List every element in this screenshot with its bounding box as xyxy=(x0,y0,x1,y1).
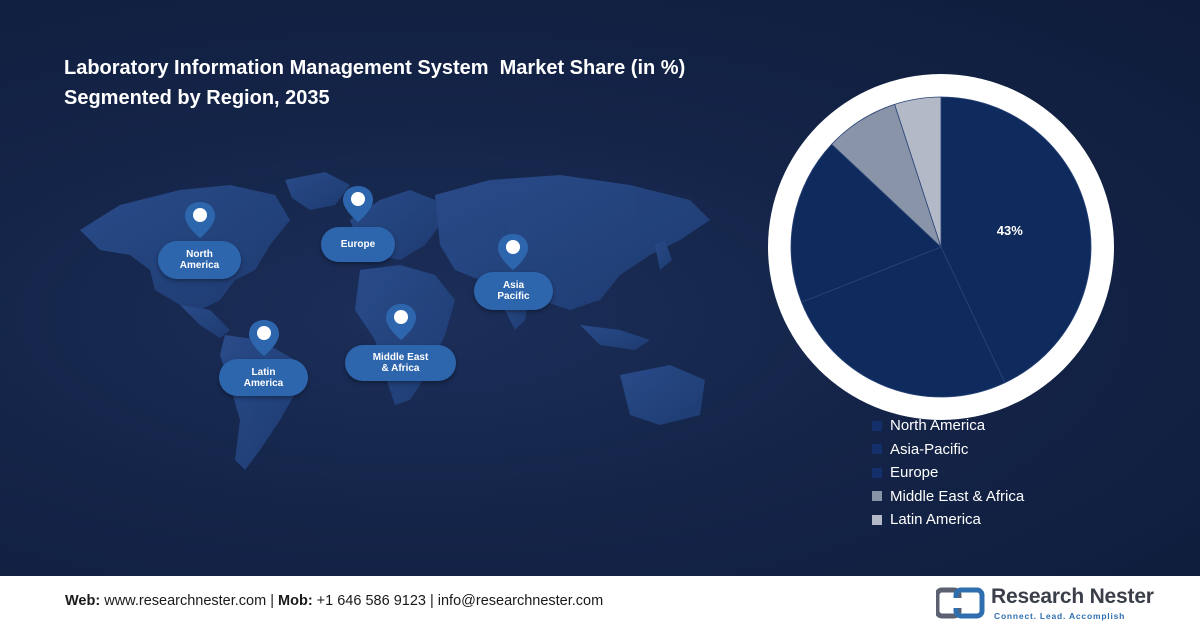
mob-label: Mob: xyxy=(278,593,313,609)
contact-info: Web: www.researchnester.com | Mob: +1 64… xyxy=(65,593,603,609)
map-pin-icon xyxy=(343,186,373,222)
web-label: Web: xyxy=(65,593,101,609)
legend-item: North America xyxy=(872,414,1024,438)
pie-data-label: 43% xyxy=(997,223,1023,238)
pie-chart: 43% xyxy=(768,74,1114,420)
legend-swatch xyxy=(872,420,882,431)
continent-greenland xyxy=(285,172,350,210)
continent-central-america xyxy=(180,305,230,338)
map-pin-icon xyxy=(386,304,416,340)
legend-label: Europe xyxy=(890,464,939,482)
region-label-middle-east-africa: Middle East & Africa xyxy=(345,345,456,381)
footer: Web: www.researchnester.com | Mob: +1 64… xyxy=(0,576,1200,628)
research-nester-logo: Research Nester Connect. Lead. Accomplis… xyxy=(936,584,1154,622)
legend-label: North America xyxy=(890,417,986,435)
chart-legend: North America Asia-Pacific Europe Middle Ea… xyxy=(872,414,1024,532)
region-label-north-america: North America xyxy=(158,241,241,279)
legend-swatch xyxy=(872,491,882,502)
pie-slice-asia-pacific xyxy=(801,246,1006,398)
map-pin-icon xyxy=(185,202,215,238)
legend-swatch xyxy=(872,444,882,455)
legend-item: Europe xyxy=(872,461,1024,485)
map-pin-icon xyxy=(249,320,279,356)
legend-label: Latin America xyxy=(890,511,981,529)
continent-australia xyxy=(620,365,705,425)
continent-japan xyxy=(655,240,672,270)
region-label-europe: Europe xyxy=(321,227,395,262)
chart-title-line-2: Segmented by Region, 2035 xyxy=(64,87,330,109)
legend-swatch xyxy=(872,514,882,525)
legend-label: Middle East & Africa xyxy=(890,487,1025,505)
pie-slice-north-america xyxy=(940,96,1092,384)
pie-slice-europe xyxy=(790,143,942,303)
logo-name: Research Nester xyxy=(991,585,1154,608)
mob-value: +1 646 586 9123 | info@researchnester.co… xyxy=(312,593,604,609)
map-pin-icon xyxy=(498,234,528,270)
continent-southeast-asia xyxy=(580,325,650,350)
legend-label: Asia-Pacific xyxy=(890,440,969,458)
legend-swatch xyxy=(872,467,882,478)
pie-slice-latin-america xyxy=(894,96,942,248)
logo-tagline: Connect. Lead. Accomplish xyxy=(994,611,1126,621)
web-link[interactable]: www.researchnester.com | xyxy=(100,593,279,609)
legend-item: Asia-Pacific xyxy=(872,438,1024,462)
chart-title-line-1: Laboratory Information Management System… xyxy=(64,57,686,79)
legend-item: Latin America xyxy=(872,508,1024,532)
infographic-panel: Laboratory Information Management System… xyxy=(0,0,1200,576)
legend-item: Middle East & Africa xyxy=(872,485,1024,509)
region-label-latin-america: Latin America xyxy=(219,359,308,396)
logo-icon xyxy=(936,587,985,619)
region-label-asia-pacific: Asia Pacific xyxy=(474,272,553,310)
chart-title: Laboratory Information Management System… xyxy=(64,53,784,113)
